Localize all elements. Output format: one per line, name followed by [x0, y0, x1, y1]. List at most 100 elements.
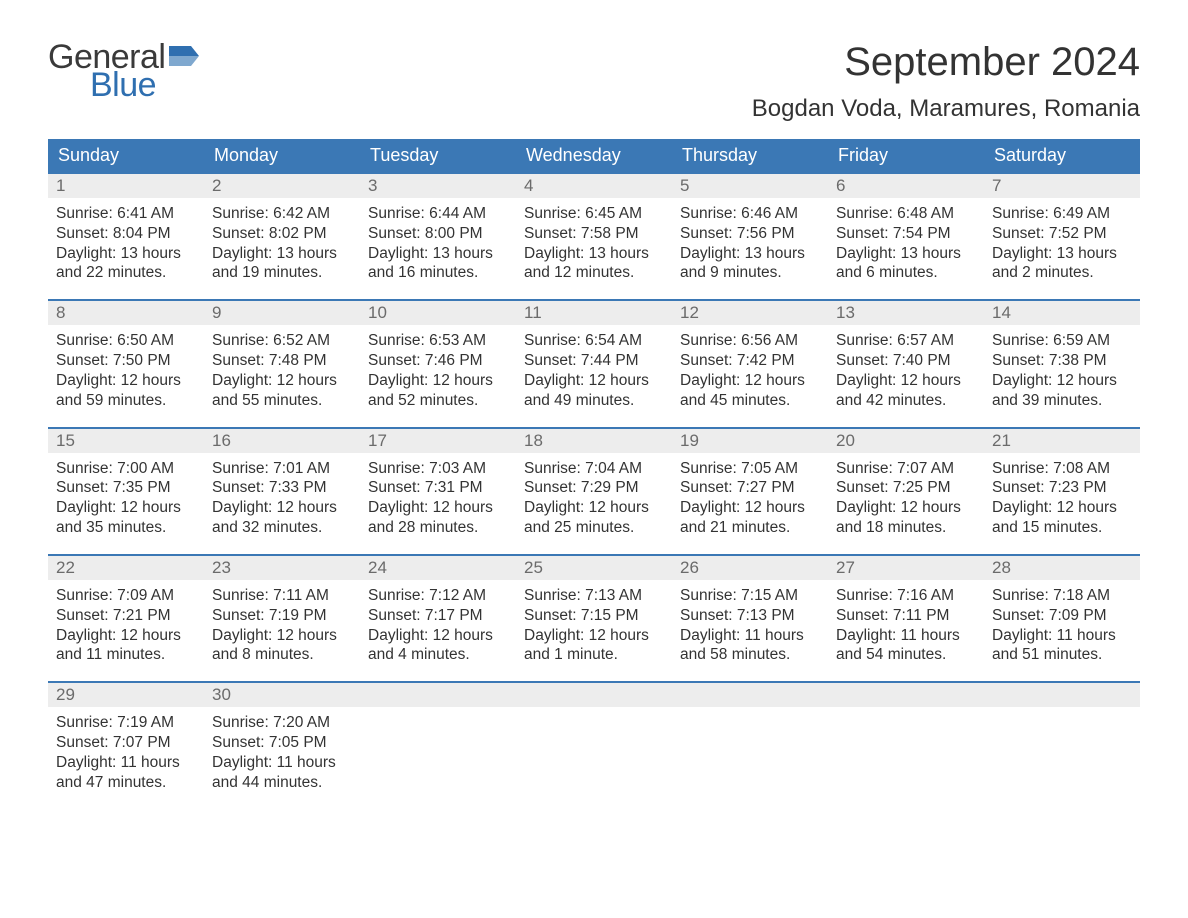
day-number: 20 — [828, 429, 984, 453]
day-line: Sunrise: 6:56 AM — [680, 331, 820, 351]
day-content: Sunrise: 6:49 AMSunset: 7:52 PMDaylight:… — [984, 198, 1140, 287]
day-line: Sunset: 7:07 PM — [56, 733, 196, 753]
day-line: and 47 minutes. — [56, 773, 196, 793]
day-line: Daylight: 13 hours — [992, 244, 1132, 264]
day-line: Sunset: 7:40 PM — [836, 351, 976, 371]
day-header: Thursday — [672, 139, 828, 172]
day-line: Daylight: 12 hours — [680, 371, 820, 391]
day-line: Sunrise: 6:46 AM — [680, 204, 820, 224]
week-row: 15Sunrise: 7:00 AMSunset: 7:35 PMDayligh… — [48, 427, 1140, 542]
week-row: 29Sunrise: 7:19 AMSunset: 7:07 PMDayligh… — [48, 681, 1140, 796]
day-content: Sunrise: 7:20 AMSunset: 7:05 PMDaylight:… — [204, 707, 360, 796]
day-content: Sunrise: 6:54 AMSunset: 7:44 PMDaylight:… — [516, 325, 672, 414]
day-line: Sunrise: 6:59 AM — [992, 331, 1132, 351]
day-header-row: Sunday Monday Tuesday Wednesday Thursday… — [48, 139, 1140, 172]
day-cell: 27Sunrise: 7:16 AMSunset: 7:11 PMDayligh… — [828, 556, 984, 669]
day-line: Sunrise: 7:20 AM — [212, 713, 352, 733]
day-line: Daylight: 11 hours — [212, 753, 352, 773]
day-line: and 1 minute. — [524, 645, 664, 665]
day-cell: . — [672, 683, 828, 796]
location-text: Bogdan Voda, Maramures, Romania — [752, 95, 1140, 123]
day-header: Wednesday — [516, 139, 672, 172]
day-line: and 49 minutes. — [524, 391, 664, 411]
logo-text-blue: Blue — [90, 68, 199, 102]
day-line: and 44 minutes. — [212, 773, 352, 793]
week-row: 1Sunrise: 6:41 AMSunset: 8:04 PMDaylight… — [48, 172, 1140, 287]
day-line: Daylight: 12 hours — [836, 498, 976, 518]
day-line: Daylight: 12 hours — [368, 626, 508, 646]
day-cell: 14Sunrise: 6:59 AMSunset: 7:38 PMDayligh… — [984, 301, 1140, 414]
day-cell: . — [984, 683, 1140, 796]
day-number: 30 — [204, 683, 360, 707]
day-number: 23 — [204, 556, 360, 580]
day-cell: 12Sunrise: 6:56 AMSunset: 7:42 PMDayligh… — [672, 301, 828, 414]
day-number: 25 — [516, 556, 672, 580]
day-line: and 15 minutes. — [992, 518, 1132, 538]
day-header: Saturday — [984, 139, 1140, 172]
day-line: and 59 minutes. — [56, 391, 196, 411]
day-line: and 8 minutes. — [212, 645, 352, 665]
day-line: and 21 minutes. — [680, 518, 820, 538]
day-cell: 30Sunrise: 7:20 AMSunset: 7:05 PMDayligh… — [204, 683, 360, 796]
day-line: and 25 minutes. — [524, 518, 664, 538]
day-cell: 29Sunrise: 7:19 AMSunset: 7:07 PMDayligh… — [48, 683, 204, 796]
day-cell: 18Sunrise: 7:04 AMSunset: 7:29 PMDayligh… — [516, 429, 672, 542]
day-line: Daylight: 12 hours — [56, 626, 196, 646]
day-cell: 9Sunrise: 6:52 AMSunset: 7:48 PMDaylight… — [204, 301, 360, 414]
day-line: Daylight: 12 hours — [212, 498, 352, 518]
day-content: Sunrise: 7:00 AMSunset: 7:35 PMDaylight:… — [48, 453, 204, 542]
day-line: Sunset: 7:13 PM — [680, 606, 820, 626]
day-line: Sunset: 7:58 PM — [524, 224, 664, 244]
day-line: Sunset: 7:44 PM — [524, 351, 664, 371]
day-line: Daylight: 12 hours — [680, 498, 820, 518]
day-line: Sunrise: 7:08 AM — [992, 459, 1132, 479]
day-line: Daylight: 11 hours — [992, 626, 1132, 646]
day-line: and 6 minutes. — [836, 263, 976, 283]
day-line: and 39 minutes. — [992, 391, 1132, 411]
day-line: Sunset: 8:02 PM — [212, 224, 352, 244]
day-number: 3 — [360, 174, 516, 198]
day-line: and 12 minutes. — [524, 263, 664, 283]
day-number: 19 — [672, 429, 828, 453]
day-line: Sunset: 7:05 PM — [212, 733, 352, 753]
day-content: Sunrise: 7:05 AMSunset: 7:27 PMDaylight:… — [672, 453, 828, 542]
day-line: Sunrise: 6:49 AM — [992, 204, 1132, 224]
day-line: Sunrise: 7:00 AM — [56, 459, 196, 479]
day-content: Sunrise: 6:52 AMSunset: 7:48 PMDaylight:… — [204, 325, 360, 414]
day-content: Sunrise: 7:08 AMSunset: 7:23 PMDaylight:… — [984, 453, 1140, 542]
day-content: Sunrise: 7:16 AMSunset: 7:11 PMDaylight:… — [828, 580, 984, 669]
title-block: September 2024 Bogdan Voda, Maramures, R… — [752, 40, 1140, 123]
day-cell: 25Sunrise: 7:13 AMSunset: 7:15 PMDayligh… — [516, 556, 672, 669]
day-content: Sunrise: 7:01 AMSunset: 7:33 PMDaylight:… — [204, 453, 360, 542]
day-line: Sunrise: 6:53 AM — [368, 331, 508, 351]
day-line: Daylight: 11 hours — [680, 626, 820, 646]
day-cell: 13Sunrise: 6:57 AMSunset: 7:40 PMDayligh… — [828, 301, 984, 414]
day-content: Sunrise: 6:59 AMSunset: 7:38 PMDaylight:… — [984, 325, 1140, 414]
day-number: . — [516, 683, 672, 707]
day-line: Daylight: 12 hours — [368, 371, 508, 391]
day-line: and 52 minutes. — [368, 391, 508, 411]
day-number: 18 — [516, 429, 672, 453]
day-number: 4 — [516, 174, 672, 198]
day-line: Sunset: 7:19 PM — [212, 606, 352, 626]
day-line: Sunrise: 7:13 AM — [524, 586, 664, 606]
day-line: Sunrise: 7:18 AM — [992, 586, 1132, 606]
day-number: 2 — [204, 174, 360, 198]
day-content: Sunrise: 7:09 AMSunset: 7:21 PMDaylight:… — [48, 580, 204, 669]
week-row: 8Sunrise: 6:50 AMSunset: 7:50 PMDaylight… — [48, 299, 1140, 414]
day-line: and 4 minutes. — [368, 645, 508, 665]
calendar: Sunday Monday Tuesday Wednesday Thursday… — [48, 139, 1140, 797]
day-content: Sunrise: 7:13 AMSunset: 7:15 PMDaylight:… — [516, 580, 672, 669]
day-line: and 58 minutes. — [680, 645, 820, 665]
day-line: Sunset: 7:46 PM — [368, 351, 508, 371]
day-line: and 51 minutes. — [992, 645, 1132, 665]
day-number: 15 — [48, 429, 204, 453]
day-header: Monday — [204, 139, 360, 172]
day-cell: 1Sunrise: 6:41 AMSunset: 8:04 PMDaylight… — [48, 174, 204, 287]
day-line: Sunrise: 7:11 AM — [212, 586, 352, 606]
day-content: Sunrise: 7:19 AMSunset: 7:07 PMDaylight:… — [48, 707, 204, 796]
day-line: and 32 minutes. — [212, 518, 352, 538]
day-line: Sunrise: 6:50 AM — [56, 331, 196, 351]
day-line: Daylight: 12 hours — [992, 498, 1132, 518]
day-cell: 7Sunrise: 6:49 AMSunset: 7:52 PMDaylight… — [984, 174, 1140, 287]
